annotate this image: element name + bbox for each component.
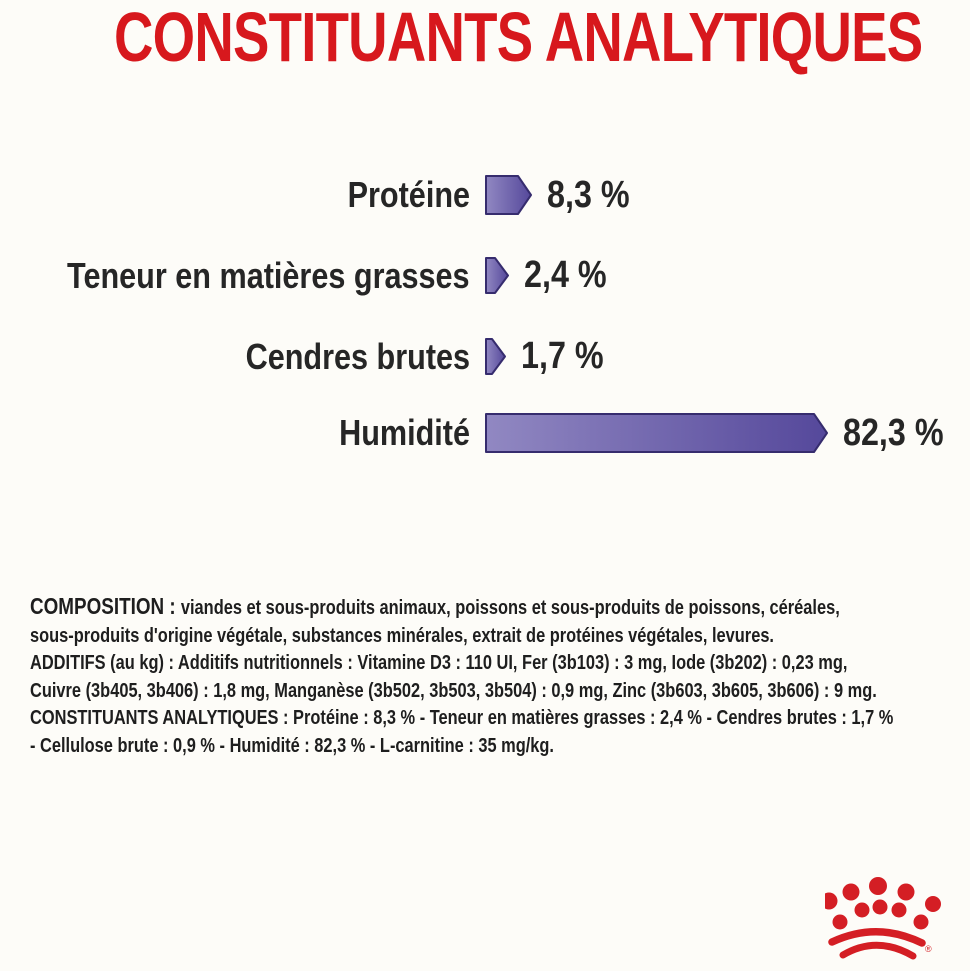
composition-heading: COMPOSITION :	[30, 593, 181, 619]
bar-value-moisture: 82,3 %	[843, 412, 944, 454]
composition-line-text: - Cellulose brute : 0,9 % - Humidité : 8…	[30, 734, 554, 757]
bar-value-fat: 2,4 %	[524, 254, 607, 296]
composition-line-text: CONSTITUANTS ANALYTIQUES : Protéine : 8,…	[30, 707, 894, 729]
bar-protein	[485, 175, 533, 220]
bar-label-ash: Cendres brutes	[245, 336, 470, 377]
composition-line-text: ADDITIFS (au kg) : Additifs nutritionnel…	[30, 652, 848, 674]
bar-label-fat: Teneur en matières grasses	[67, 255, 470, 296]
page-title: CONSTITUANTS ANALYTIQUES	[114, 0, 923, 76]
bar-value-ash: 1,7 %	[521, 335, 604, 377]
chart-row-fat: Teneur en matières grasses 2,4 %	[0, 254, 970, 296]
bar-fat	[485, 257, 510, 299]
crown-dots	[825, 877, 941, 930]
bar-value-protein: 8,3 %	[547, 174, 630, 216]
page-title-wrap: CONSTITUANTS ANALYTIQUES	[0, 2, 970, 72]
analytical-constituents-line: - Cellulose brute : 0,9 % - Humidité : 8…	[30, 733, 801, 761]
bar-label-protein: Protéine	[347, 174, 470, 215]
composition-line: sous-produits d'origine végétale, substa…	[30, 623, 801, 651]
crown-base-arcs	[828, 928, 926, 960]
additives-line: ADDITIFS (au kg) : Additifs nutritionnel…	[30, 650, 847, 678]
chart-row-ash: Cendres brutes 1,7 %	[0, 335, 970, 377]
registered-trademark-icon: ®	[925, 944, 932, 954]
chart-row-moisture: Humidité 82,3 %	[0, 413, 970, 453]
composition-line: COMPOSITION : viandes et sous-produits a…	[30, 593, 840, 623]
analytical-constituents-line: CONSTITUANTS ANALYTIQUES : Protéine : 8,…	[30, 705, 893, 733]
composition-line-text: sous-produits d'origine végétale, substa…	[30, 624, 774, 647]
bar-label-moisture: Humidité	[339, 412, 470, 453]
additives-line: Cuivre (3b405, 3b406) : 1,8 mg, Manganès…	[30, 678, 877, 706]
bar-moisture	[485, 413, 829, 458]
royal-canin-crown-logo: ®	[825, 877, 941, 960]
chart-row-protein: Protéine 8,3 %	[0, 175, 970, 215]
composition-line-text: Cuivre (3b405, 3b406) : 1,8 mg, Manganès…	[30, 679, 877, 702]
composition-line-text: viandes et sous-produits animaux, poisso…	[180, 597, 840, 619]
bar-ash	[485, 338, 507, 380]
composition-text-block: COMPOSITION : viandes et sous-produits a…	[30, 593, 970, 760]
